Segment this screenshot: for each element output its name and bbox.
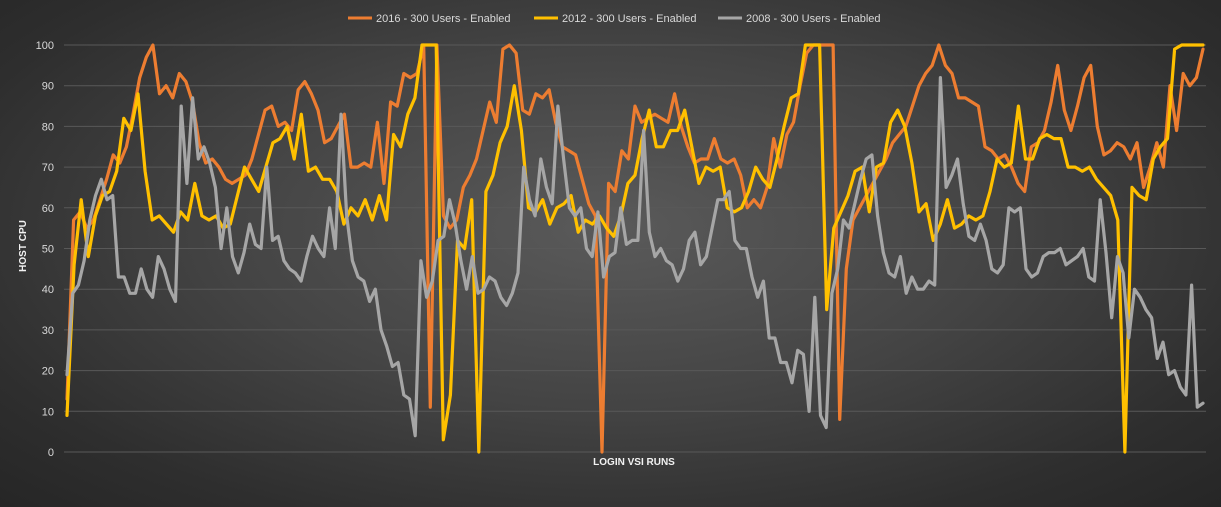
legend-label-0: 2016 - 300 Users - Enabled [376,13,511,25]
legend: 2016 - 300 Users - Enabled 2012 - 300 Use… [348,13,881,25]
y-tick-label: 20 [42,366,54,378]
y-tick-label: 50 [42,244,54,256]
series-layer [65,43,1205,454]
y-tick-label: 70 [42,162,54,174]
series-line-0 [65,43,1205,454]
y-tick-label: 90 [42,81,54,93]
y-tick-label: 40 [42,284,54,296]
series-line-1 [65,43,1205,454]
series-line-2 [65,75,1205,438]
gridlines [64,44,1206,453]
y-tick-label: 30 [42,325,54,337]
x-axis-title: LOGIN VSI RUNS [593,457,675,468]
y-axis-ticks: 0 10 20 30 40 50 60 70 80 90 100 [36,40,54,459]
legend-label-1: 2012 - 300 Users - Enabled [562,13,697,25]
y-tick-label: 100 [36,40,54,52]
y-tick-label: 60 [42,203,54,215]
legend-label-2: 2008 - 300 Users - Enabled [746,13,881,25]
y-tick-label: 80 [42,121,54,133]
y-axis-title: HOST CPU [18,220,29,272]
y-tick-label: 0 [48,447,54,459]
y-tick-label: 10 [42,406,54,418]
